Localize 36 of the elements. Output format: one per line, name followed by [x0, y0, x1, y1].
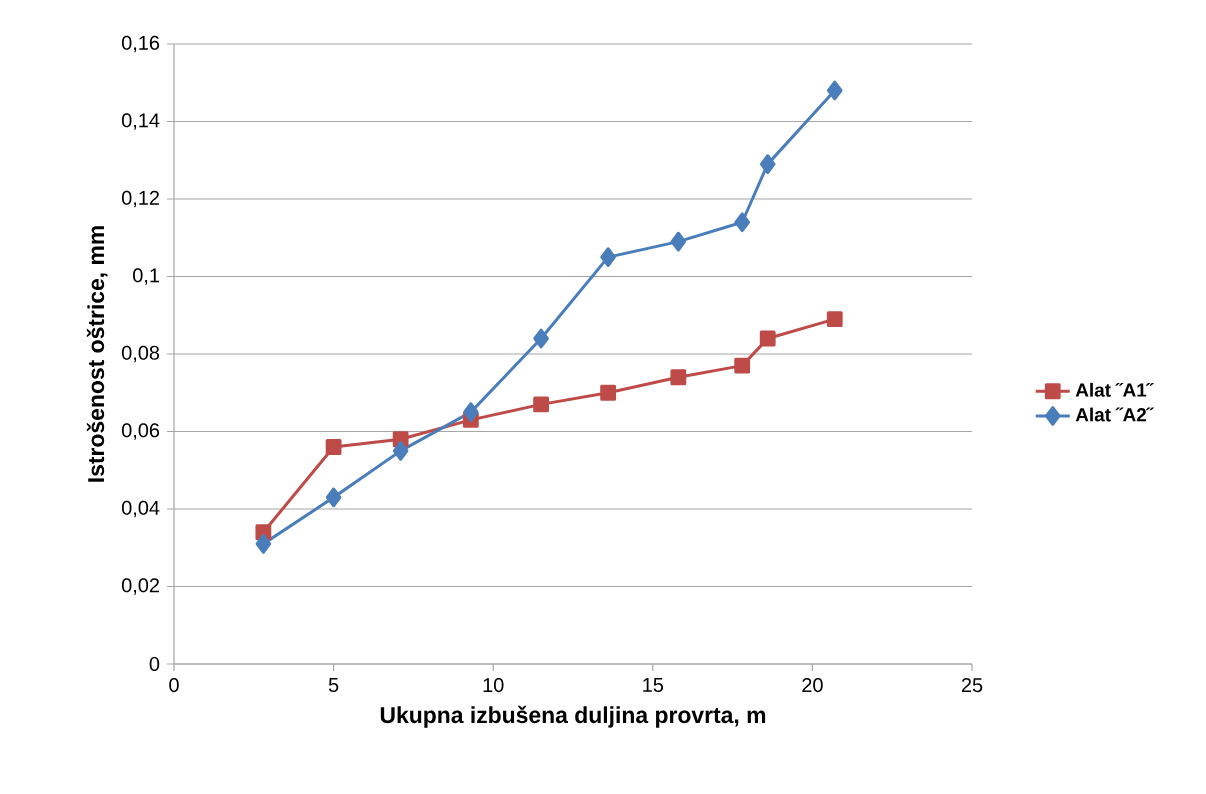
point — [600, 384, 617, 401]
point — [325, 439, 342, 455]
y-tick-label: 0,14 — [121, 113, 160, 130]
y-tick-label: 0,02 — [121, 578, 159, 595]
point — [759, 154, 776, 175]
point — [325, 487, 342, 508]
x-tick-label: 15 — [643, 678, 664, 692]
legend-label: Alat ˝A2˝ — [1075, 407, 1154, 422]
point — [600, 247, 616, 268]
point — [670, 231, 687, 252]
point — [392, 440, 409, 461]
x-tick-label: 25 — [961, 678, 983, 693]
point — [533, 396, 549, 413]
x-axis-title: Ukupna izbušena duljina provrta, m — [380, 705, 766, 728]
y-tick-label: 0,12 — [121, 190, 159, 208]
y-tick-label: 0,04 — [121, 500, 160, 518]
point — [670, 369, 687, 386]
point — [463, 402, 479, 423]
y-tick-label: 0,1 — [133, 268, 159, 285]
y-tick-label: 0,16 — [121, 35, 160, 53]
point — [826, 80, 843, 101]
y-tick-label: 0,06 — [121, 423, 160, 440]
x-tick-label: 20 — [802, 678, 823, 693]
point — [255, 533, 272, 554]
legend-label: Alat ˝A1˝ — [1075, 382, 1154, 397]
y-axis-title: Istrošenost oštrice, mm — [86, 226, 108, 482]
point — [734, 212, 750, 233]
x-tick-label: 5 — [328, 678, 339, 692]
point — [826, 311, 843, 328]
point — [759, 330, 776, 347]
y-tick-label: 0 — [149, 656, 160, 672]
point — [734, 357, 751, 374]
x-tick-label: 10 — [483, 678, 504, 693]
x-tick-label: 0 — [169, 678, 179, 693]
point — [533, 328, 549, 349]
y-tick-label: 0,08 — [121, 345, 160, 363]
